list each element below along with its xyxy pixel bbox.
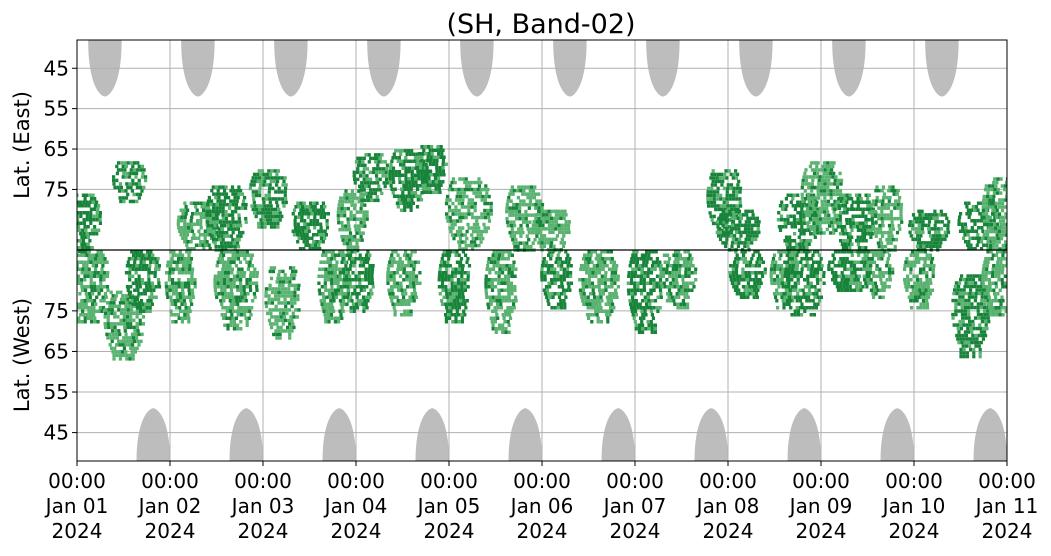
x-tick-label: 00:00 Jan 07 2024 [602,469,667,543]
echo-patch [862,250,895,299]
y-tick-label: 45 [44,56,69,80]
echo-patch-layer [77,145,1007,361]
night-shade-west [601,408,635,461]
echo-patch [205,185,248,252]
night-shade-west [136,408,170,461]
echo-patch [531,209,571,252]
x-tick-label: 00:00 Jan 11 2024 [974,469,1039,543]
night-shade-layer [88,40,1007,461]
echo-patch [484,250,518,334]
y-axis-label-west: Lat. (West) [10,298,34,412]
night-shade-west [787,408,821,461]
y-tick-label: 65 [44,137,69,161]
echo-patch [213,250,259,331]
x-tick-label: 00:00 Jan 09 2024 [788,469,853,543]
x-tick-label: 00:00 Jan 01 2024 [44,469,109,543]
echo-patch [124,250,162,313]
echo-patch [444,177,493,251]
echo-patch [903,250,936,310]
echo-patch [338,250,375,313]
echo-patch [728,250,767,299]
y-axis-label-east: Lat. (East) [10,91,34,199]
y-tick-label: 45 [44,421,69,445]
echo-patch [780,250,826,317]
x-tick-label: 00:00 Jan 04 2024 [323,469,388,543]
echo-patch [77,193,102,253]
echo-patch [248,169,288,229]
echo-patch [715,209,761,252]
echo-patch [264,266,301,340]
echo-patch [352,153,389,203]
echo-patch [386,250,422,317]
y-tick-label: 55 [44,97,69,121]
echo-patch [77,250,110,324]
x-tick-label: 00:00 Jan 05 2024 [416,469,481,543]
night-shade-west [508,408,542,461]
echo-patch [103,290,146,361]
night-shade-west [322,408,356,461]
chart-title: (SH, Band-02) [446,9,635,40]
echo-patch [908,209,951,252]
echo-patch [540,250,573,310]
echo-patch [415,145,448,194]
echo-patch [437,250,472,324]
y-tick-label: 55 [44,380,69,404]
night-shade-west [880,408,914,461]
night-shade-west [694,408,728,461]
echo-patch [112,161,148,204]
x-tick-label: 00:00 Jan 08 2024 [695,469,760,543]
echo-patch [578,250,620,324]
night-shade-west [415,408,449,461]
x-tick-label: 00:00 Jan 10 2024 [881,469,946,543]
y-tick-layer: 45 55 65 75 75 65 55 45 [44,56,77,445]
echo-patch [164,250,197,324]
echo-patch [981,250,1007,317]
y-tick-label: 75 [44,299,69,323]
echo-patch [626,250,663,334]
night-shade-west [973,408,1007,461]
x-tick-label: 00:00 Jan 02 2024 [137,469,202,543]
y-tick-label: 75 [44,177,69,201]
x-tick-label: 00:00 Jan 03 2024 [230,469,295,543]
echo-patch [951,274,991,359]
night-shade-west [229,408,263,461]
x-tick-label: 00:00 Jan 06 2024 [509,469,574,543]
echo-patch [981,177,1007,251]
y-tick-label: 65 [44,339,69,363]
echo-patch [291,201,330,251]
x-tick-layer: 00:00 Jan 01 2024 00:00 Jan 02 2024 00:00 Jan 0… [44,461,1039,543]
echo-patch [658,250,698,310]
